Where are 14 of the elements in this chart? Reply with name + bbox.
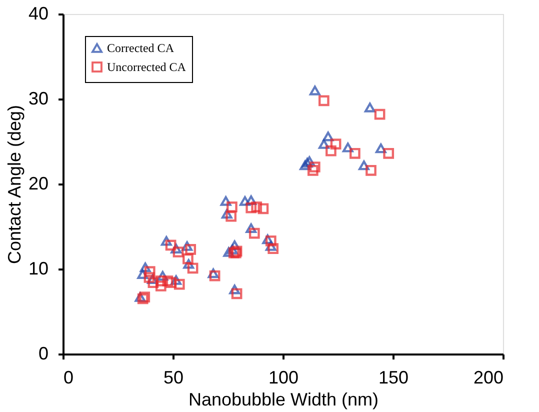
x-tick-label: 200	[473, 368, 504, 388]
legend-label: Corrected CA	[107, 41, 174, 55]
x-tick-label: 50	[163, 368, 184, 388]
y-tick-label: 10	[28, 258, 48, 278]
x-tick-label: 100	[268, 368, 299, 388]
legend-label: Uncorrected CA	[107, 60, 186, 74]
y-tick-label: 0	[38, 344, 48, 364]
x-axis-title: Nanobubble Width (nm)	[188, 390, 379, 410]
y-tick-label: 30	[28, 88, 48, 108]
x-tick-label: 150	[378, 368, 409, 388]
y-tick-label: 20	[28, 174, 48, 194]
y-axis-title: Contact Angle (deg)	[4, 104, 24, 264]
x-tick-label: 0	[64, 368, 74, 388]
y-tick-label: 40	[28, 4, 48, 24]
